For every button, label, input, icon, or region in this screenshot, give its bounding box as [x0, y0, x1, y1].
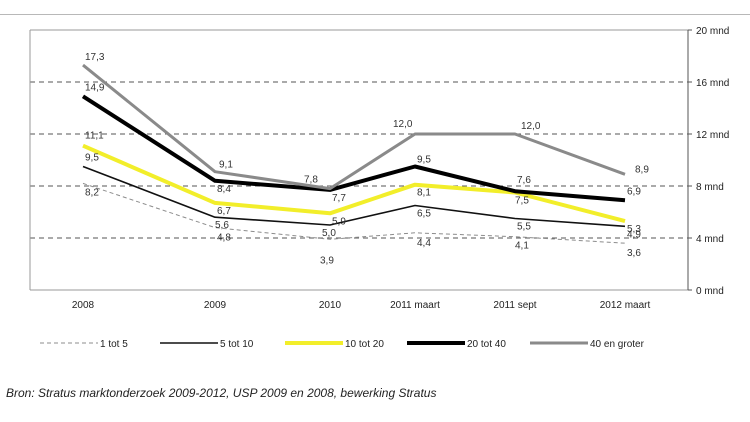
series-line-20-tot-40: [81, 94, 626, 203]
data-labels: 8,2 4,8 3,9 4,4 4,1 3,6 9,5 5,6 5,0 6,5 5,5 4,9 11,1…: [85, 52, 649, 266]
data-label: 4,4: [417, 238, 431, 249]
data-label: 12,0: [521, 121, 541, 132]
legend-label: 20 tot 40: [467, 339, 506, 350]
data-label: 5,3: [627, 224, 641, 235]
data-label: 5,9: [332, 216, 346, 227]
series-line-5-tot-10: [82, 165, 626, 228]
data-label: 3,6: [627, 248, 641, 259]
data-label: 7,7: [332, 193, 346, 204]
legend-label: 10 tot 20: [345, 339, 384, 350]
series-line-40-en-groter: [82, 63, 626, 191]
data-label: 7,5: [515, 196, 529, 207]
source-note: Bron: Stratus marktonderzoek 2009-2012, …: [6, 386, 437, 400]
x-tick-label: 2010: [319, 300, 342, 311]
y-tick-label: 0 mnd: [696, 286, 724, 297]
line-chart: 0 mnd 4 mnd 8 mnd 12 mnd 16 mnd 20 mnd 2008 200…: [29, 26, 729, 350]
data-label: 7,6: [517, 175, 531, 186]
top-rule: [0, 14, 750, 15]
x-tick-label: 2011 sept: [493, 300, 536, 311]
data-label: 4,9: [627, 229, 641, 240]
data-label: 4,1: [515, 241, 529, 252]
legend-label: 40 en groter: [590, 339, 645, 350]
data-label: 12,0: [393, 119, 413, 130]
data-label: 14,9: [85, 82, 105, 93]
series-line-1-tot-5: [82, 182, 626, 244]
series-line-10-tot-20: [82, 143, 626, 224]
data-label: 9,1: [219, 160, 233, 171]
data-label: 5,0: [322, 228, 336, 239]
data-label: 8,9: [635, 164, 649, 175]
data-label: 6,7: [217, 206, 231, 217]
x-tick-label: 2011 maart: [390, 300, 440, 311]
legend-label: 1 tot 5: [100, 339, 128, 350]
data-label: 6,9: [627, 186, 641, 197]
data-label: 8,1: [417, 188, 431, 199]
legend: 1 tot 5 5 tot 10 10 tot 20 20 tot 40 40 en g…: [40, 339, 645, 350]
y-tick-label: 8 mnd: [696, 182, 724, 193]
x-tick-label: 2012 maart: [600, 300, 651, 311]
data-label: 8,2: [85, 187, 99, 198]
y-tick-label: 20 mnd: [696, 26, 729, 37]
data-label: 6,5: [417, 209, 431, 220]
data-label: 4,8: [217, 233, 231, 244]
series-lines: [81, 63, 626, 244]
y-tick-label: 16 mnd: [696, 78, 729, 89]
y-tick-label: 4 mnd: [696, 234, 724, 245]
axes: 0 mnd 4 mnd 8 mnd 12 mnd 16 mnd 20 mnd 2008 200…: [29, 26, 729, 311]
data-label: 8,4: [217, 184, 231, 195]
data-label: 9,5: [85, 153, 99, 164]
data-label: 5,5: [517, 222, 531, 233]
data-label: 17,3: [85, 52, 105, 63]
data-label: 3,9: [320, 255, 334, 266]
data-label: 7,8: [304, 175, 318, 186]
data-label: 9,5: [417, 155, 431, 166]
legend-label: 5 tot 10: [220, 339, 254, 350]
x-tick-label: 2008: [72, 300, 95, 311]
y-tick-label: 12 mnd: [696, 130, 729, 141]
data-label: 5,6: [215, 220, 229, 231]
data-label: 11,1: [85, 131, 104, 142]
x-tick-label: 2009: [204, 300, 227, 311]
